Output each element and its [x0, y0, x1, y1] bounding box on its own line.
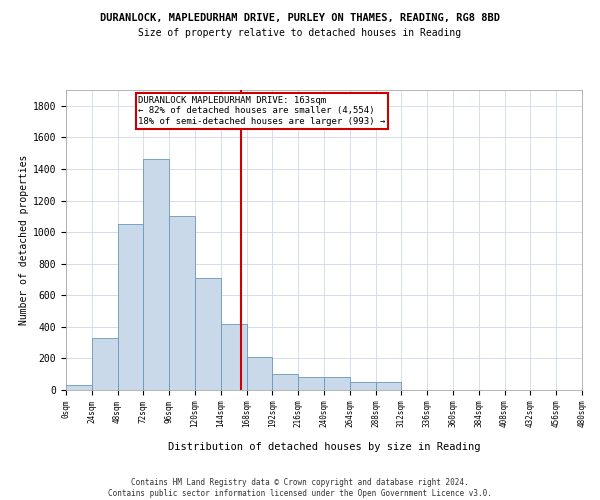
Text: Size of property relative to detached houses in Reading: Size of property relative to detached ho… — [139, 28, 461, 38]
Bar — [247, 357, 272, 390]
Bar — [169, 216, 195, 390]
Y-axis label: Number of detached properties: Number of detached properties — [19, 155, 29, 325]
Bar — [118, 224, 143, 390]
Bar — [324, 376, 350, 390]
Bar — [376, 382, 401, 390]
Text: DURANLOCK MAPLEDURHAM DRIVE: 163sqm
← 82% of detached houses are smaller (4,554): DURANLOCK MAPLEDURHAM DRIVE: 163sqm ← 82… — [138, 96, 385, 126]
Bar — [298, 376, 324, 390]
Text: Contains HM Land Registry data © Crown copyright and database right 2024.
Contai: Contains HM Land Registry data © Crown c… — [108, 478, 492, 498]
Bar — [221, 324, 247, 390]
Bar — [143, 160, 169, 390]
Bar — [350, 382, 376, 390]
Text: Distribution of detached houses by size in Reading: Distribution of detached houses by size … — [168, 442, 480, 452]
Text: DURANLOCK, MAPLEDURHAM DRIVE, PURLEY ON THAMES, READING, RG8 8BD: DURANLOCK, MAPLEDURHAM DRIVE, PURLEY ON … — [100, 12, 500, 22]
Bar — [92, 338, 118, 390]
Bar — [195, 278, 221, 390]
Bar — [66, 386, 92, 390]
Bar — [272, 374, 298, 390]
